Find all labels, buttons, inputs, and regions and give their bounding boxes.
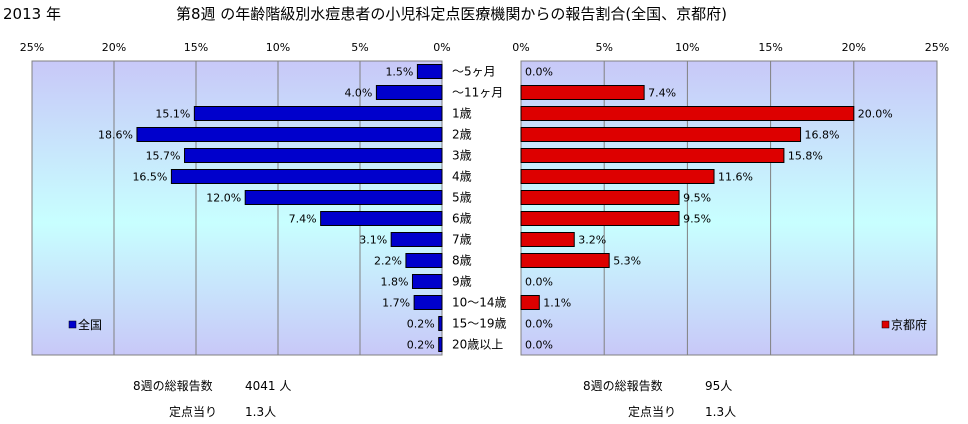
national-data-label: 0.2%	[407, 318, 435, 331]
legend-national-swatch	[68, 320, 77, 329]
national-reports-label: 8週の総報告数	[133, 379, 213, 393]
kyoto-data-label: 0.0%	[525, 276, 553, 289]
age-category-label: 7歳	[452, 233, 472, 247]
national-data-label: 1.7%	[382, 297, 410, 310]
national-data-label: 15.1%	[155, 108, 190, 121]
national-data-label: 0.2%	[407, 339, 435, 352]
left-axis-tick-label: 20%	[102, 41, 126, 54]
national-bar	[438, 316, 443, 331]
age-category-label: 20歳以上	[452, 338, 503, 352]
kyoto-data-label: 0.0%	[525, 66, 553, 79]
left-axis-tick-label: 0%	[433, 41, 450, 54]
kyoto-bar	[520, 169, 715, 184]
national-per-site-label: 定点当り	[169, 405, 218, 419]
kyoto-data-label: 9.5%	[683, 192, 711, 205]
national-bar	[170, 169, 443, 184]
national-per-site-value: 1.3人	[245, 405, 277, 419]
kyoto-per-site-value: 1.3人	[705, 405, 737, 419]
kyoto-data-label: 15.8%	[788, 150, 823, 163]
legend-kyoto-label: 京都府	[891, 317, 927, 332]
age-category-label: 5歳	[452, 191, 472, 205]
national-bar	[413, 295, 443, 310]
national-bar	[411, 274, 443, 289]
kyoto-bar	[520, 85, 645, 100]
chart-title: 第8週 の年齢階級別水痘患者の小児科定点医療機関からの報告割合(全国、京都府)	[176, 5, 728, 23]
kyoto-bar	[520, 253, 610, 268]
age-category-label: 1歳	[452, 107, 472, 121]
left-axis-tick-label: 25%	[20, 41, 44, 54]
age-category-label: 4歳	[452, 170, 472, 184]
age-category-label: 10～14歳	[452, 296, 507, 310]
national-bar	[416, 64, 443, 79]
left-axis-tick-label: 5%	[351, 41, 368, 54]
national-bar	[136, 127, 443, 142]
national-data-label: 15.7%	[146, 150, 181, 163]
kyoto-bar	[520, 106, 855, 121]
kyoto-bar	[520, 190, 680, 205]
age-category-label: 8歳	[452, 254, 472, 268]
kyoto-bar	[520, 148, 785, 163]
kyoto-data-label: 1.1%	[543, 297, 571, 310]
national-bar	[184, 148, 443, 163]
national-data-label: 7.4%	[289, 213, 317, 226]
kyoto-bar	[520, 295, 540, 310]
national-data-label: 12.0%	[206, 192, 241, 205]
kyoto-reports-label: 8週の総報告数	[583, 379, 663, 393]
national-bar	[375, 85, 443, 100]
right-axis-tick-label: 5%	[595, 41, 612, 54]
age-category-label: ～11ヶ月	[452, 86, 503, 100]
kyoto-data-label: 16.8%	[805, 129, 840, 142]
age-category-label: ～5ヶ月	[452, 65, 496, 79]
left-plot-area	[31, 60, 443, 356]
age-category-label: 6歳	[452, 212, 472, 226]
age-category-label: 9歳	[452, 275, 472, 289]
right-axis-tick-label: 10%	[675, 41, 699, 54]
kyoto-reports-value: 95人	[705, 379, 733, 393]
national-data-label: 4.0%	[344, 87, 372, 100]
national-bar	[405, 253, 443, 268]
kyoto-data-label: 9.5%	[683, 213, 711, 226]
national-data-label: 2.2%	[374, 255, 402, 268]
national-reports-value: 4041 人	[245, 379, 292, 393]
national-data-label: 18.6%	[98, 129, 133, 142]
left-axis-tick-label: 10%	[266, 41, 290, 54]
right-axis-tick-label: 20%	[842, 41, 866, 54]
age-category-label: 3歳	[452, 149, 472, 163]
kyoto-data-label: 20.0%	[858, 108, 893, 121]
kyoto-data-label: 0.0%	[525, 339, 553, 352]
right-axis-tick-label: 0%	[512, 41, 529, 54]
kyoto-bar	[520, 232, 575, 247]
kyoto-data-label: 7.4%	[648, 87, 676, 100]
kyoto-per-site-label: 定点当り	[628, 405, 677, 419]
national-bar	[244, 190, 443, 205]
left-axis-tick-label: 15%	[184, 41, 208, 54]
national-bar	[193, 106, 443, 121]
national-bar	[438, 337, 443, 352]
national-data-label: 1.8%	[381, 276, 409, 289]
right-axis-tick-label: 15%	[758, 41, 782, 54]
kyoto-data-label: 5.3%	[613, 255, 641, 268]
right-axis-tick-label: 25%	[925, 41, 949, 54]
national-data-label: 16.5%	[132, 171, 167, 184]
national-data-label: 1.5%	[385, 66, 413, 79]
kyoto-data-label: 0.0%	[525, 318, 553, 331]
national-data-label: 3.1%	[359, 234, 387, 247]
age-category-label: 2歳	[452, 128, 472, 142]
kyoto-data-label: 11.6%	[718, 171, 753, 184]
legend-national-label: 全国	[78, 317, 102, 332]
national-bar	[320, 211, 443, 226]
legend-kyoto-swatch	[881, 320, 890, 329]
kyoto-bar	[520, 127, 802, 142]
kyoto-bar	[520, 211, 680, 226]
national-bar	[390, 232, 443, 247]
kyoto-data-label: 3.2%	[578, 234, 606, 247]
right-plot-area	[520, 60, 938, 356]
age-category-label: 15～19歳	[452, 317, 507, 331]
year-label: 2013 年	[3, 5, 61, 23]
